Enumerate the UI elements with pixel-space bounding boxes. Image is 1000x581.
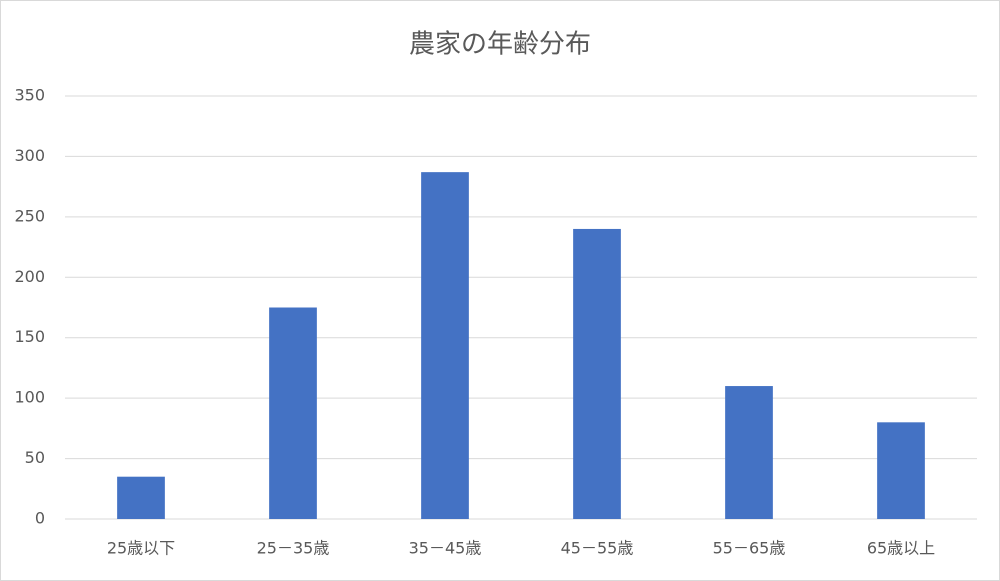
bar — [573, 228, 621, 519]
y-tick-label: 250 — [14, 206, 45, 225]
x-tick-label: 25歳以下 — [107, 539, 175, 558]
bar — [877, 422, 925, 519]
y-tick-label: 350 — [14, 86, 45, 105]
bar — [269, 307, 317, 519]
x-tick-label: 65歳以上 — [867, 539, 935, 558]
x-tick-label: 55－65歳 — [713, 539, 786, 558]
y-tick-label: 300 — [14, 146, 45, 165]
bar — [117, 476, 165, 519]
y-tick-label: 200 — [14, 267, 45, 286]
y-tick-label: 150 — [14, 327, 45, 346]
x-tick-label: 45－55歳 — [561, 539, 634, 558]
bar — [421, 172, 469, 519]
y-tick-label: 100 — [14, 388, 45, 407]
bar — [725, 386, 773, 519]
chart-title: 農家の年齢分布 — [409, 30, 591, 60]
x-tick-label: 25－35歳 — [257, 539, 330, 558]
y-tick-label: 0 — [35, 509, 45, 528]
y-tick-label: 50 — [25, 448, 45, 467]
x-tick-label: 35－45歳 — [409, 539, 482, 558]
